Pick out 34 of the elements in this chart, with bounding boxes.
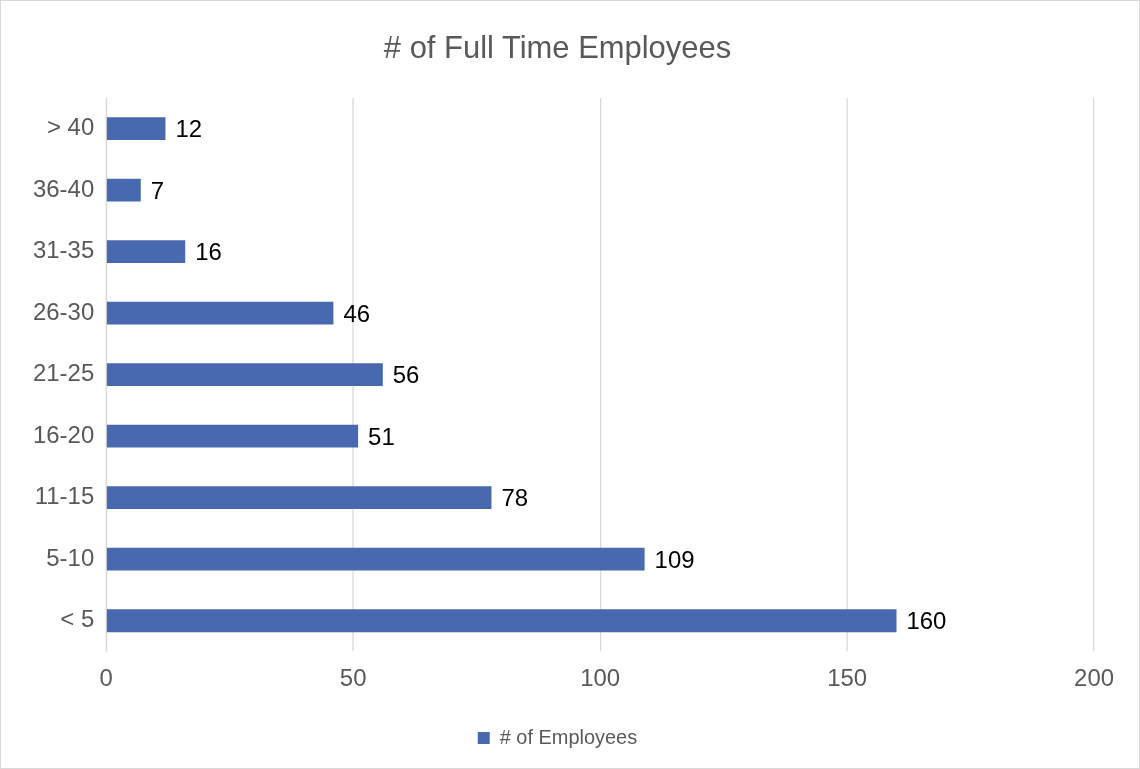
legend-label: # of Employees — [499, 725, 638, 748]
data-label: 51 — [368, 422, 395, 450]
y-tick-label: 5-10 — [46, 543, 95, 571]
data-label: 16 — [195, 238, 222, 266]
x-tick-label: 200 — [1074, 664, 1115, 692]
y-tick-label: < 5 — [60, 605, 95, 633]
data-label: 12 — [175, 115, 203, 143]
x-tick-label: 50 — [339, 664, 367, 692]
y-tick-label: 31-35 — [32, 236, 95, 264]
y-tick-label: 26-30 — [32, 297, 95, 325]
data-label: 78 — [501, 484, 529, 512]
y-tick-label: > 40 — [46, 113, 95, 141]
bar — [106, 363, 383, 387]
data-label: 7 — [150, 176, 165, 204]
data-label: 46 — [343, 299, 371, 327]
y-tick-label: 21-25 — [32, 359, 95, 387]
data-label: 109 — [654, 545, 695, 573]
data-label: 160 — [906, 607, 947, 635]
x-tick-label: 150 — [827, 664, 868, 692]
bar — [106, 609, 897, 633]
bar — [106, 486, 492, 510]
bar — [106, 424, 359, 448]
bar — [106, 301, 334, 325]
bar — [106, 178, 141, 202]
bar — [106, 117, 166, 141]
x-tick-label: 100 — [580, 664, 621, 692]
chart-title: # of Full Time Employees — [383, 30, 732, 65]
bar — [106, 240, 186, 264]
x-tick-label: 0 — [99, 664, 113, 692]
data-label: 56 — [392, 361, 420, 389]
y-tick-label: 16-20 — [32, 420, 95, 448]
y-tick-label: 11-15 — [34, 482, 95, 510]
bar — [106, 547, 645, 571]
y-tick-label: 36-40 — [32, 174, 95, 202]
